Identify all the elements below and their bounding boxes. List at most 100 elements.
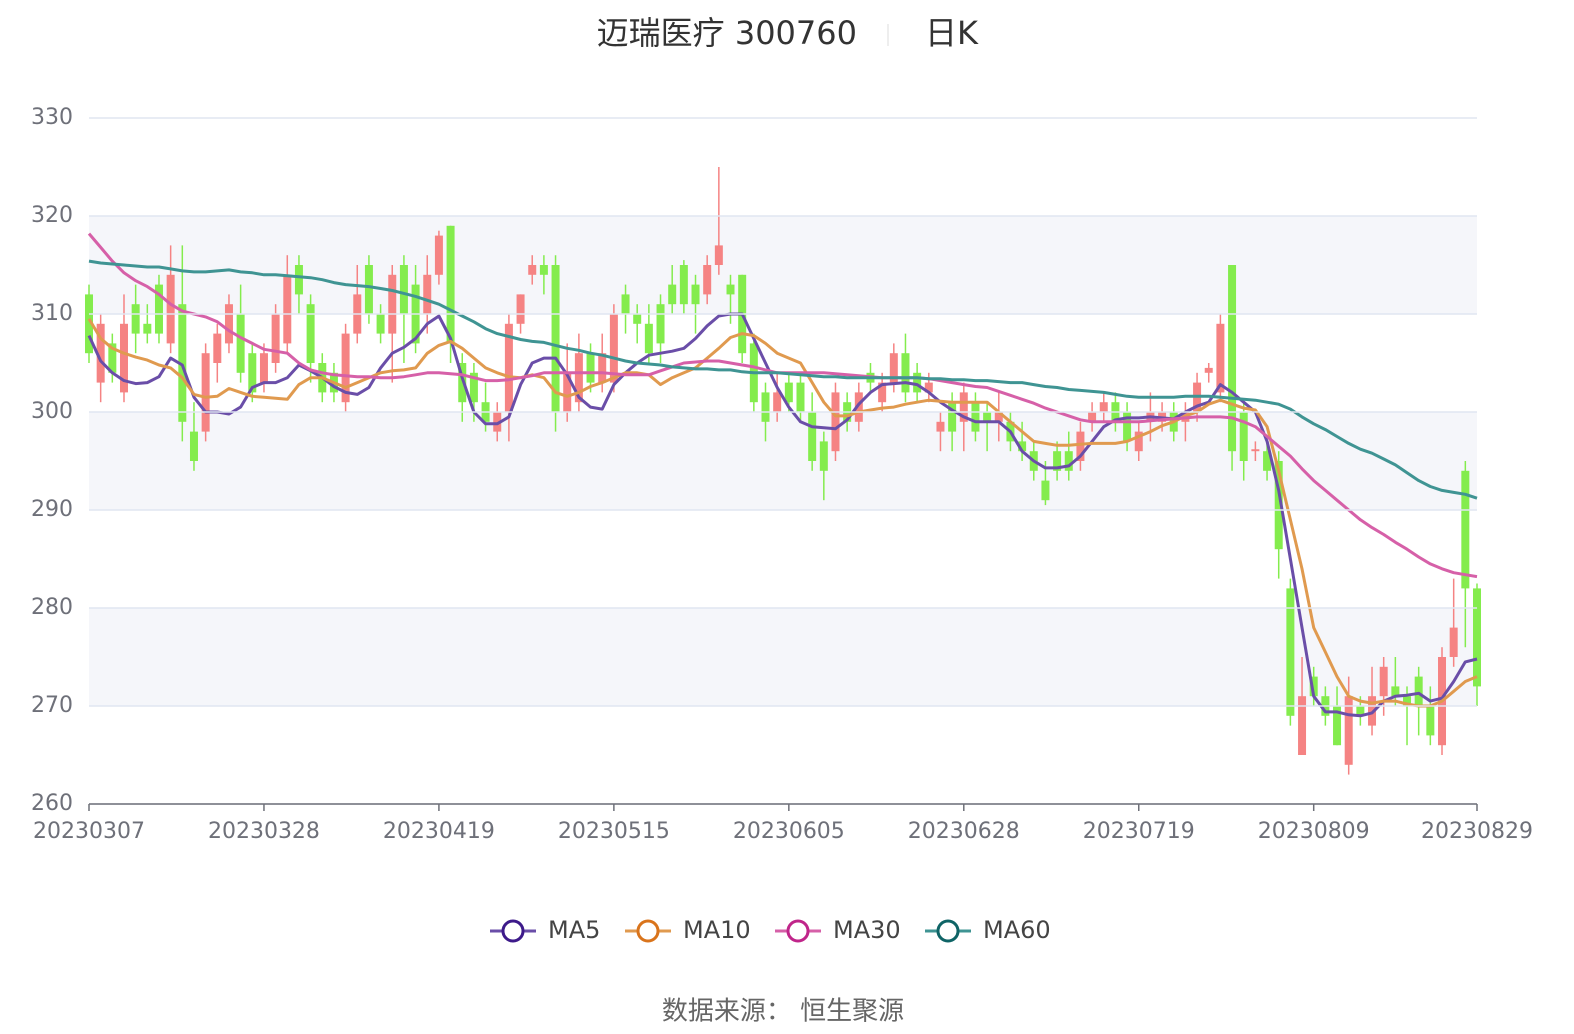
candle-body bbox=[85, 294, 93, 354]
candle-body bbox=[1449, 627, 1458, 657]
legend-label: MA5 bbox=[548, 916, 600, 944]
candle-body bbox=[271, 314, 280, 363]
candle-body bbox=[1263, 451, 1272, 471]
candle-body bbox=[714, 245, 723, 265]
candle-body bbox=[539, 265, 548, 275]
y-tick-label: 310 bbox=[31, 301, 73, 326]
candle-body bbox=[551, 265, 560, 412]
candle-body bbox=[1473, 588, 1481, 687]
candle-body bbox=[143, 323, 152, 334]
source: 数据来源： 恒生聚源 bbox=[662, 997, 904, 1027]
grid-band bbox=[89, 608, 1477, 706]
candle-body bbox=[528, 265, 537, 275]
candle-body bbox=[1344, 696, 1353, 765]
candle-body bbox=[796, 382, 805, 412]
y-tick-label: 290 bbox=[31, 497, 73, 522]
candle-body bbox=[901, 353, 910, 393]
candle-body bbox=[224, 304, 233, 344]
candle-body bbox=[364, 265, 373, 314]
candle-body bbox=[586, 353, 595, 383]
candle-body bbox=[236, 314, 245, 373]
chart-subtitle: 日K bbox=[925, 14, 979, 52]
candle-body bbox=[1286, 588, 1295, 716]
candle-body bbox=[644, 323, 653, 354]
candle-body bbox=[691, 284, 700, 305]
candle-body bbox=[633, 314, 642, 324]
candle-body bbox=[516, 294, 525, 324]
candle-body bbox=[1064, 451, 1073, 471]
x-tick-label: 20230328 bbox=[208, 819, 320, 844]
candle-body bbox=[1216, 323, 1225, 393]
x-tick-label: 20230307 bbox=[33, 819, 145, 844]
candle-body bbox=[1274, 461, 1283, 550]
x-tick-label: 20230628 bbox=[908, 819, 1020, 844]
candle-body bbox=[948, 402, 957, 432]
candle-body bbox=[609, 314, 618, 383]
candle-body bbox=[656, 304, 665, 344]
candle-body bbox=[166, 274, 175, 344]
candle-body bbox=[388, 274, 397, 334]
candle-body bbox=[294, 265, 303, 295]
candle-body bbox=[1041, 480, 1050, 501]
candle-body bbox=[1123, 412, 1132, 442]
candle-body bbox=[119, 323, 128, 393]
candle-body bbox=[189, 431, 198, 461]
y-tick-label: 270 bbox=[31, 693, 73, 718]
candle-body bbox=[178, 304, 187, 422]
y-tick-label: 320 bbox=[31, 203, 73, 228]
candle-body bbox=[423, 274, 432, 314]
candle-body bbox=[108, 343, 117, 373]
candle-body bbox=[994, 412, 1003, 422]
ma-line bbox=[87, 318, 1478, 708]
candle-body bbox=[283, 274, 292, 344]
candle-body bbox=[679, 265, 688, 305]
ma-line bbox=[88, 259, 1478, 500]
candle-body bbox=[201, 353, 210, 432]
candle-body bbox=[154, 284, 163, 334]
candle-body bbox=[983, 412, 992, 422]
candle-body bbox=[341, 333, 350, 403]
candle-body bbox=[1088, 412, 1097, 422]
candle-body bbox=[131, 304, 140, 334]
candle-body bbox=[1414, 676, 1423, 706]
candle-body bbox=[504, 323, 513, 412]
candle-body bbox=[1134, 431, 1143, 452]
legend-marker bbox=[636, 919, 660, 943]
candle-body bbox=[376, 314, 385, 334]
candle-body bbox=[924, 382, 933, 393]
y-tick-label: 260 bbox=[31, 791, 73, 816]
legend-marker bbox=[936, 919, 960, 943]
y-tick-label: 300 bbox=[31, 399, 73, 424]
candle-body bbox=[306, 304, 315, 363]
legend-label: MA30 bbox=[833, 916, 901, 944]
candle-body bbox=[878, 382, 887, 403]
candle-body bbox=[1391, 686, 1400, 697]
candle-body bbox=[959, 392, 968, 422]
candle-body bbox=[808, 412, 817, 461]
candle-body bbox=[213, 333, 222, 363]
candle-body bbox=[1426, 706, 1435, 736]
candle-body bbox=[1018, 441, 1027, 452]
candle-body bbox=[96, 323, 105, 383]
candle-body bbox=[1251, 449, 1260, 452]
y-tick-label: 330 bbox=[31, 105, 73, 130]
candle-body bbox=[854, 392, 863, 422]
candle-body bbox=[621, 294, 630, 314]
x-tick-label: 20230719 bbox=[1083, 819, 1195, 844]
candle-body bbox=[469, 372, 478, 403]
candle-body bbox=[726, 284, 735, 295]
candle-body bbox=[399, 265, 408, 314]
candle-body bbox=[493, 412, 502, 432]
candle-body bbox=[936, 421, 945, 432]
candle-body bbox=[1403, 696, 1412, 706]
candle-body bbox=[1461, 470, 1470, 589]
candle-body bbox=[971, 402, 980, 432]
x-tick-label: 20230829 bbox=[1421, 819, 1533, 844]
legend-label: MA60 bbox=[983, 916, 1051, 944]
candle-body bbox=[598, 353, 607, 383]
candle-body bbox=[563, 372, 572, 412]
legend-label: MA10 bbox=[683, 916, 751, 944]
candle-body bbox=[1076, 431, 1085, 461]
x-tick-label: 20230419 bbox=[383, 819, 495, 844]
